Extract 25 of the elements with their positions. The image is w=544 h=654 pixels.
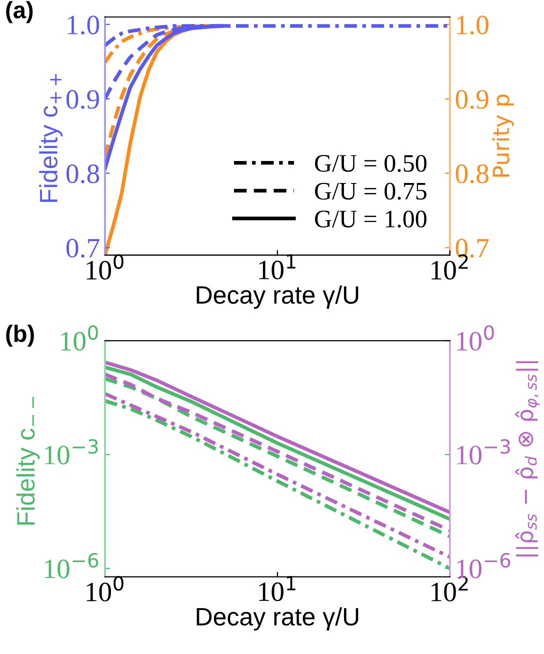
annotation: G/U = 0.50: [315, 154, 426, 172]
y-tick-label: 0.7: [66, 238, 100, 258]
y2-axis-title: Purity p: [492, 94, 514, 177]
y-tick-label: 10$^{0}$: [61, 325, 98, 351]
y2-tick-label: 1.0: [457, 16, 488, 34]
annotation: G/U = 0.75: [315, 182, 426, 200]
y2-tick-label: 0.9: [456, 90, 488, 109]
y-axis-title: Fidelity c$_{++}$: [39, 74, 62, 202]
y-tick-label: 0.8: [66, 164, 100, 184]
y-axis-title: Fidelity c$_{−−}$: [16, 396, 40, 525]
x-tick-label: 10$^{0}$: [86, 576, 124, 602]
text: 10$^{0}$: [457, 325, 494, 351]
chart-title: (a): [6, 1, 33, 24]
x-axis-title: Decay rate γ/U: [196, 285, 358, 309]
y2-axis-title: ||ρ̂$_{ss}$ − ρ̂$_{d}$ ⊗ ρ̂$_{φ,ss}$||: [515, 361, 540, 556]
x-axis-title: Decay rate γ/U: [196, 607, 358, 631]
y-tick-label: 1.0: [68, 16, 100, 34]
text: 10$^{−3}$: [457, 439, 510, 464]
y2-tick-label: 0.8: [456, 164, 488, 184]
y-tick-label: 0.9: [66, 90, 99, 109]
annotation: G/U = 1.00: [315, 210, 426, 228]
text: 10$^{−6}$: [457, 552, 510, 578]
chart-title: (b): [6, 324, 34, 347]
y-tick-label: 10$^{−3}$: [45, 439, 98, 464]
y-tick-label: 10$^{−6}$: [45, 552, 98, 578]
